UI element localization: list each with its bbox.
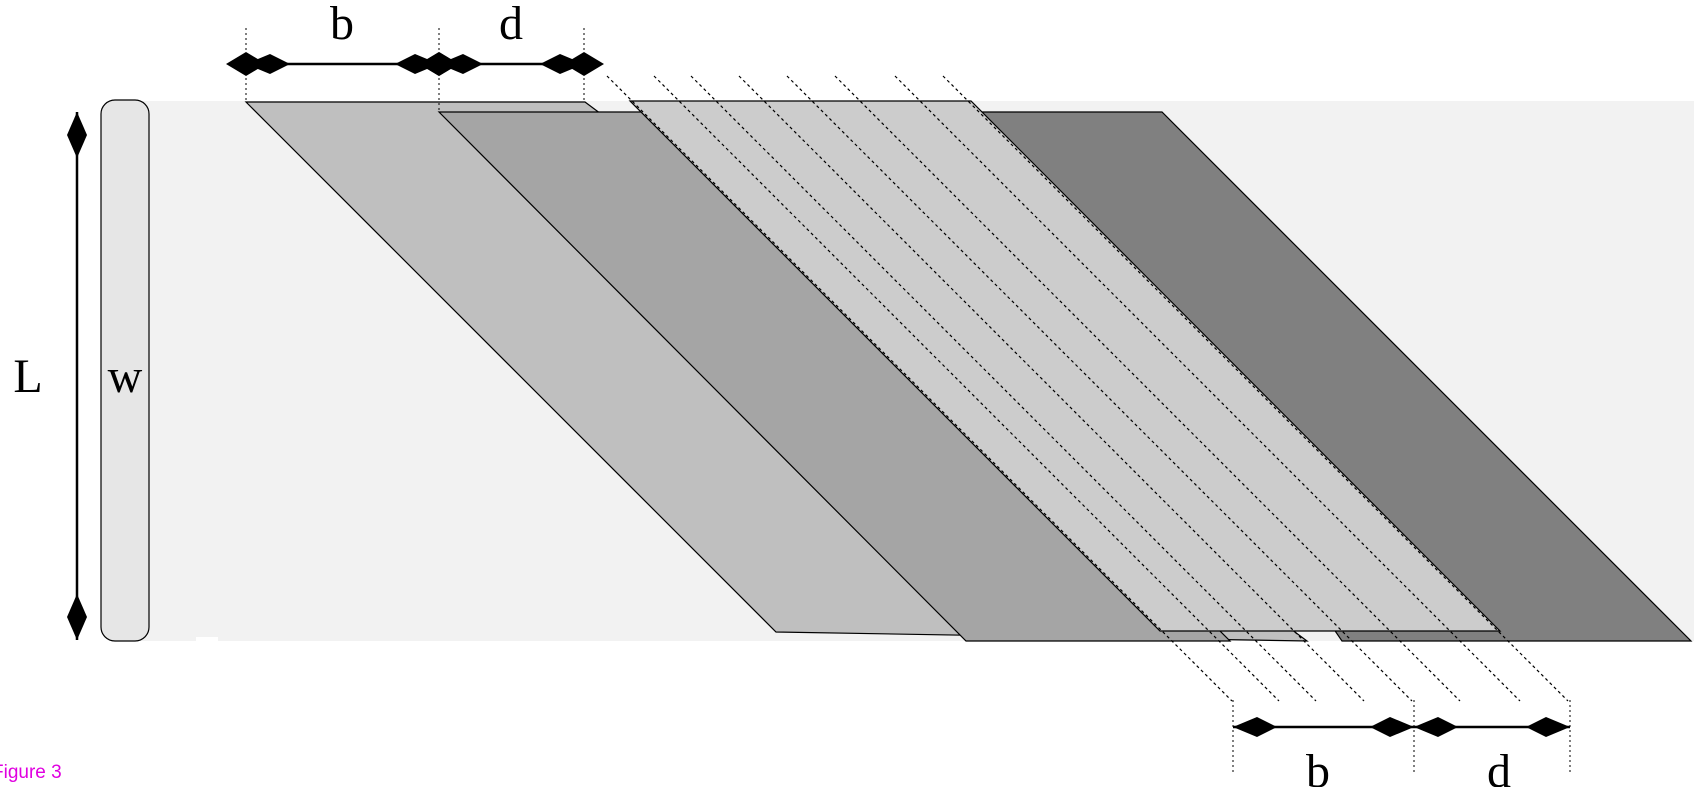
w-label: w — [108, 350, 143, 403]
strip-3 — [628, 100, 1502, 632]
top-d-label: d — [499, 0, 523, 50]
figure-caption: Figure 3 — [0, 762, 62, 783]
bottom-b-label: b — [1306, 745, 1330, 787]
top-d-arrow-left — [439, 54, 483, 74]
top-b-label: b — [330, 0, 354, 50]
band-notch — [196, 637, 218, 642]
l-label: L — [13, 350, 42, 403]
bottom-b-arrow-right — [1370, 717, 1414, 737]
bottom-b-arrow-left — [1233, 717, 1277, 737]
bottom-d-arrow-right — [1526, 717, 1570, 737]
bottom-extension-lines — [1232, 700, 1571, 775]
bottom-d-arrow-left — [1414, 717, 1458, 737]
l-arrow-bottom — [67, 594, 87, 640]
strip-2 — [437, 111, 1232, 642]
top-b-arrow-left — [246, 54, 290, 74]
top-b-arrow-right — [395, 54, 439, 74]
w-bar — [100, 99, 150, 642]
top-d-arrow-right — [540, 54, 584, 74]
bottom-d-label: d — [1487, 745, 1511, 787]
l-arrow-top — [67, 112, 87, 158]
